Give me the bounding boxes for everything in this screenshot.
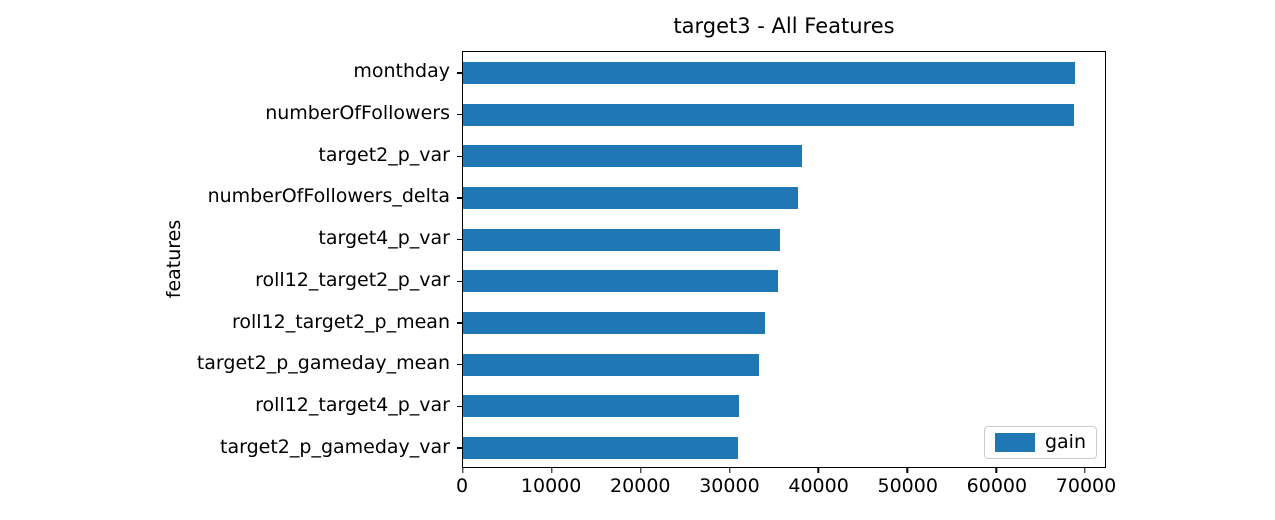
y-tick-label-target2_p_var: target2_p_var [318,143,450,166]
chart-title: target3 - All Features [673,14,895,38]
x-tick-label-0: 0 [455,475,469,497]
y-tick-mark [457,197,463,199]
bar-target4_p_var [463,228,781,251]
y-tick-mark [457,364,463,366]
x-tick-labels: 0 10000 20000 30000 40000 50000 60000 70000 [456,475,1116,499]
plot-area: gain [457,51,1106,473]
legend-label: gain [1044,431,1086,453]
y-tick-label-roll12_target2_p_mean: roll12_target2_p_mean [231,310,450,333]
x-tick-label-60000: 60000 [966,475,1028,497]
bar-target2_p_var [463,145,802,168]
y-tick-mark [457,155,463,157]
x-tick-label-40000: 40000 [788,475,849,497]
y-tick-mark [457,447,463,449]
y-tick-label-numberOfFollowers: numberOfFollowers [265,102,450,125]
legend-swatch-gain [994,433,1035,452]
bar-row [463,427,1105,469]
x-tick-mark [462,467,464,473]
bar-row [463,94,1105,136]
y-tick-label-roll12_target2_p_var: roll12_target2_p_var [255,268,450,291]
y-tick-label-monthday: monthday [353,60,450,83]
bar-row [463,386,1105,428]
bar-row [463,52,1105,94]
x-tick-mark [1084,467,1086,473]
y-tick-mark [457,322,463,324]
x-tick-mark [817,467,820,473]
y-tick-mark [457,280,463,283]
x-tick-label-50000: 50000 [877,475,938,497]
bar-row [463,344,1105,386]
x-tick-label-20000: 20000 [610,475,671,497]
bar-target2_p_gameday_mean [463,353,759,376]
bar-target2_p_gameday_var [463,437,739,460]
bar-row [463,177,1105,219]
bar-numberOfFollowers [463,103,1074,126]
bar-row [463,219,1105,261]
y-tick-mark [457,405,463,408]
bar-roll12_target2_p_mean [463,312,766,335]
y-tick-mark [457,113,463,116]
x-tick-mark [995,467,997,473]
x-tick-mark [728,467,731,473]
x-tick-mark [906,467,909,473]
bar-roll12_target2_p_var [463,270,779,293]
bar-row [463,302,1105,344]
bar-numberOfFollowers_delta [463,186,799,209]
bar-row [463,261,1105,303]
x-tick-mark [640,467,642,473]
x-tick-mark [551,467,553,473]
y-tick-label-target2_p_gameday_var: target2_p_gameday_var [220,435,450,458]
bars-layer [463,52,1105,467]
x-tick-label-30000: 30000 [699,475,760,497]
legend: gain [983,426,1097,459]
y-tick-label-numberOfFollowers_delta: numberOfFollowers_delta [207,185,450,208]
bar-monthday [463,61,1076,84]
y-tick-label-roll12_target4_p_var: roll12_target4_p_var [255,393,450,416]
y-tick-mark [457,72,463,74]
y-tick-label-target2_p_gameday_mean: target2_p_gameday_mean [196,352,450,375]
x-tick-label-10000: 10000 [520,475,582,497]
y-tick-label-target4_p_var: target4_p_var [318,227,450,250]
y-tick-mark [457,238,463,241]
x-tick-label-70000: 70000 [1055,475,1117,497]
bar-row [463,135,1105,177]
bar-roll12_target4_p_var [463,395,740,418]
